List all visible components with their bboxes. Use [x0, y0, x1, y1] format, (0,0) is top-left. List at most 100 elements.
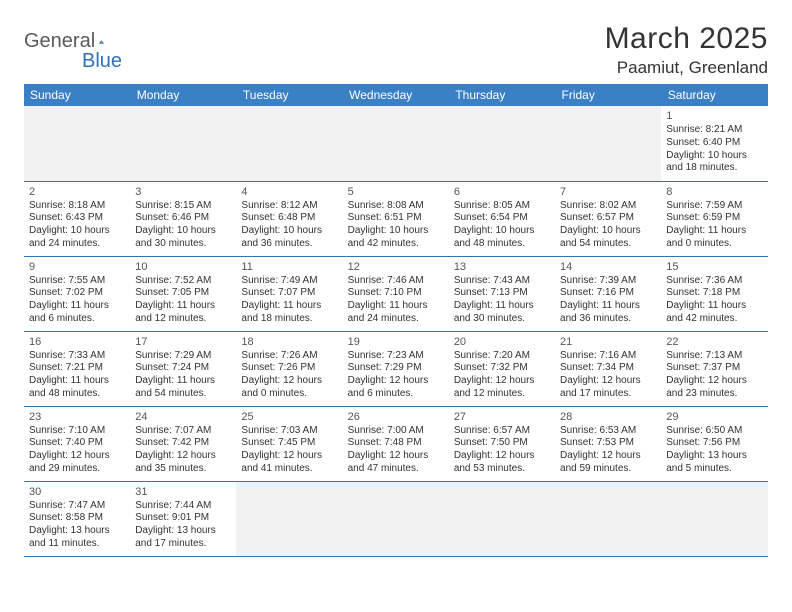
sunrise-text: Sunrise: 7:33 AM	[29, 350, 125, 363]
header-sunday: Sunday	[24, 84, 130, 106]
calendar-row: 2Sunrise: 8:18 AMSunset: 6:43 PMDaylight…	[24, 181, 768, 256]
sunrise-text: Sunrise: 7:39 AM	[560, 275, 656, 288]
calendar-row: 23Sunrise: 7:10 AMSunset: 7:40 PMDayligh…	[24, 406, 768, 481]
daylight-text: Daylight: 11 hours and 36 minutes.	[560, 300, 656, 326]
day-number: 15	[666, 260, 762, 274]
daylight-text: Daylight: 10 hours and 42 minutes.	[348, 225, 444, 251]
calendar-row: 16Sunrise: 7:33 AMSunset: 7:21 PMDayligh…	[24, 331, 768, 406]
sunrise-text: Sunrise: 6:53 AM	[560, 425, 656, 438]
daylight-text: Daylight: 12 hours and 0 minutes.	[241, 375, 337, 401]
day-number: 26	[348, 410, 444, 424]
day-number: 30	[29, 485, 125, 499]
daylight-text: Daylight: 11 hours and 6 minutes.	[29, 300, 125, 326]
sunset-text: Sunset: 7:10 PM	[348, 287, 444, 300]
calendar-cell: 27Sunrise: 6:57 AMSunset: 7:50 PMDayligh…	[449, 406, 555, 481]
daylight-text: Daylight: 12 hours and 35 minutes.	[135, 450, 231, 476]
sunset-text: Sunset: 7:16 PM	[560, 287, 656, 300]
daylight-text: Daylight: 12 hours and 12 minutes.	[454, 375, 550, 401]
daylight-text: Daylight: 13 hours and 17 minutes.	[135, 525, 231, 551]
day-number: 18	[241, 335, 337, 349]
calendar-cell	[343, 106, 449, 181]
calendar-cell: 12Sunrise: 7:46 AMSunset: 7:10 PMDayligh…	[343, 256, 449, 331]
sunrise-text: Sunrise: 6:50 AM	[666, 425, 762, 438]
title-block: March 2025 Paamiut, Greenland	[605, 22, 768, 78]
sunset-text: Sunset: 9:01 PM	[135, 512, 231, 525]
calendar-cell: 15Sunrise: 7:36 AMSunset: 7:18 PMDayligh…	[661, 256, 767, 331]
header-monday: Monday	[130, 84, 236, 106]
day-number: 13	[454, 260, 550, 274]
calendar-table: Sunday Monday Tuesday Wednesday Thursday…	[24, 84, 768, 557]
daylight-text: Daylight: 10 hours and 18 minutes.	[666, 150, 762, 176]
sunset-text: Sunset: 7:34 PM	[560, 362, 656, 375]
sunset-text: Sunset: 6:43 PM	[29, 212, 125, 225]
daylight-text: Daylight: 10 hours and 36 minutes.	[241, 225, 337, 251]
daylight-text: Daylight: 12 hours and 53 minutes.	[454, 450, 550, 476]
sunrise-text: Sunrise: 7:00 AM	[348, 425, 444, 438]
sunset-text: Sunset: 7:21 PM	[29, 362, 125, 375]
sunrise-text: Sunrise: 7:44 AM	[135, 500, 231, 513]
calendar-cell	[236, 481, 342, 556]
header-row: General March 2025 Paamiut, Greenland	[24, 22, 768, 78]
sunrise-text: Sunrise: 7:13 AM	[666, 350, 762, 363]
sunrise-text: Sunrise: 7:20 AM	[454, 350, 550, 363]
sunrise-text: Sunrise: 8:15 AM	[135, 200, 231, 213]
sunrise-text: Sunrise: 7:07 AM	[135, 425, 231, 438]
sunrise-text: Sunrise: 8:02 AM	[560, 200, 656, 213]
sunset-text: Sunset: 6:59 PM	[666, 212, 762, 225]
day-number: 19	[348, 335, 444, 349]
brand-logo: General	[24, 22, 127, 53]
daylight-text: Daylight: 12 hours and 6 minutes.	[348, 375, 444, 401]
sunset-text: Sunset: 7:18 PM	[666, 287, 762, 300]
daylight-text: Daylight: 11 hours and 0 minutes.	[666, 225, 762, 251]
day-number: 31	[135, 485, 231, 499]
daylight-text: Daylight: 11 hours and 48 minutes.	[29, 375, 125, 401]
daylight-text: Daylight: 10 hours and 48 minutes.	[454, 225, 550, 251]
sunset-text: Sunset: 7:02 PM	[29, 287, 125, 300]
header-friday: Friday	[555, 84, 661, 106]
sunset-text: Sunset: 7:50 PM	[454, 437, 550, 450]
sunrise-text: Sunrise: 7:46 AM	[348, 275, 444, 288]
daylight-text: Daylight: 11 hours and 12 minutes.	[135, 300, 231, 326]
daylight-text: Daylight: 12 hours and 29 minutes.	[29, 450, 125, 476]
daylight-text: Daylight: 12 hours and 47 minutes.	[348, 450, 444, 476]
calendar-cell: 5Sunrise: 8:08 AMSunset: 6:51 PMDaylight…	[343, 181, 449, 256]
sunrise-text: Sunrise: 7:43 AM	[454, 275, 550, 288]
calendar-cell	[555, 481, 661, 556]
sunrise-text: Sunrise: 7:29 AM	[135, 350, 231, 363]
daylight-text: Daylight: 11 hours and 24 minutes.	[348, 300, 444, 326]
calendar-cell: 19Sunrise: 7:23 AMSunset: 7:29 PMDayligh…	[343, 331, 449, 406]
daylight-text: Daylight: 10 hours and 24 minutes.	[29, 225, 125, 251]
day-number: 23	[29, 410, 125, 424]
day-number: 22	[666, 335, 762, 349]
header-tuesday: Tuesday	[236, 84, 342, 106]
day-number: 10	[135, 260, 231, 274]
calendar-cell: 18Sunrise: 7:26 AMSunset: 7:26 PMDayligh…	[236, 331, 342, 406]
sunset-text: Sunset: 6:46 PM	[135, 212, 231, 225]
day-number: 5	[348, 185, 444, 199]
calendar-cell: 1Sunrise: 8:21 AMSunset: 6:40 PMDaylight…	[661, 106, 767, 181]
calendar-cell	[343, 481, 449, 556]
calendar-cell: 2Sunrise: 8:18 AMSunset: 6:43 PMDaylight…	[24, 181, 130, 256]
calendar-row: 30Sunrise: 7:47 AMSunset: 8:58 PMDayligh…	[24, 481, 768, 556]
calendar-cell	[449, 106, 555, 181]
sunset-text: Sunset: 7:24 PM	[135, 362, 231, 375]
daylight-text: Daylight: 11 hours and 18 minutes.	[241, 300, 337, 326]
header-thursday: Thursday	[449, 84, 555, 106]
sunset-text: Sunset: 7:45 PM	[241, 437, 337, 450]
sunset-text: Sunset: 6:57 PM	[560, 212, 656, 225]
sail-icon	[99, 32, 104, 52]
daylight-text: Daylight: 10 hours and 30 minutes.	[135, 225, 231, 251]
day-number: 20	[454, 335, 550, 349]
sunrise-text: Sunrise: 7:52 AM	[135, 275, 231, 288]
calendar-cell: 23Sunrise: 7:10 AMSunset: 7:40 PMDayligh…	[24, 406, 130, 481]
sunrise-text: Sunrise: 6:57 AM	[454, 425, 550, 438]
sunrise-text: Sunrise: 8:08 AM	[348, 200, 444, 213]
daylight-text: Daylight: 12 hours and 17 minutes.	[560, 375, 656, 401]
day-number: 28	[560, 410, 656, 424]
calendar-cell: 13Sunrise: 7:43 AMSunset: 7:13 PMDayligh…	[449, 256, 555, 331]
sunset-text: Sunset: 6:48 PM	[241, 212, 337, 225]
brand-part2: Blue	[24, 50, 122, 72]
daylight-text: Daylight: 10 hours and 54 minutes.	[560, 225, 656, 251]
calendar-cell	[555, 106, 661, 181]
calendar-cell: 7Sunrise: 8:02 AMSunset: 6:57 PMDaylight…	[555, 181, 661, 256]
